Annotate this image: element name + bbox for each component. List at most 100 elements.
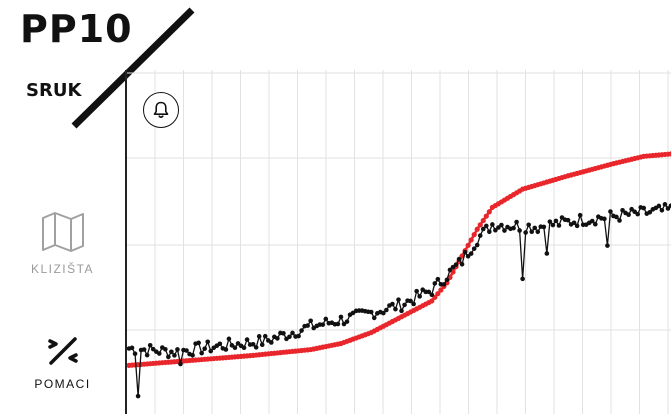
cumulative-point — [429, 298, 435, 304]
measurement-point — [402, 302, 407, 308]
measurement-point — [408, 298, 413, 304]
measurement-point — [202, 346, 207, 351]
measurement-point — [641, 205, 647, 211]
measurement-point — [275, 336, 280, 341]
measurement-point — [453, 262, 459, 267]
measurement-point — [480, 226, 486, 232]
measurement-point — [190, 352, 195, 358]
measurement-point — [523, 230, 528, 235]
measurement-point — [308, 318, 313, 324]
alerts-button[interactable] — [143, 92, 179, 128]
measurement-point — [435, 276, 441, 282]
measurement-point — [502, 228, 507, 233]
measurement-point — [556, 223, 562, 228]
measurement-point — [626, 212, 631, 217]
measurement-point — [396, 297, 401, 302]
measurement-point — [544, 251, 550, 256]
measurement-point — [493, 227, 498, 233]
measurement-point — [196, 340, 201, 346]
measurement-point — [344, 319, 350, 324]
measurement-point — [474, 242, 480, 248]
site-title: PP10 — [20, 7, 133, 51]
measurement-point — [223, 347, 229, 352]
measurement-point — [287, 334, 292, 340]
cumulative-point — [465, 242, 471, 248]
measurement-point — [565, 217, 571, 223]
measurement-point — [262, 333, 268, 339]
cumulative-point — [438, 287, 444, 293]
measurement-point — [477, 233, 483, 238]
measurement-point — [459, 261, 465, 267]
measurement-point — [553, 218, 559, 224]
measurement-point — [250, 341, 256, 347]
nav-label-klizista: KLIZIŠTA — [30, 262, 95, 276]
measurement-point — [629, 206, 634, 212]
measurement-point — [199, 350, 204, 356]
section-title: SRUK — [26, 80, 82, 101]
measurement-point — [550, 222, 556, 228]
displacement-arrows-icon — [47, 337, 78, 365]
measurement-point — [426, 289, 432, 295]
measurement-point — [659, 207, 665, 213]
measurement-point — [323, 316, 329, 322]
measurement-point — [232, 345, 238, 350]
bell-icon — [153, 101, 169, 118]
measurement-point — [668, 203, 671, 208]
measurement-series — [127, 202, 671, 399]
measurement-point — [432, 281, 438, 286]
cumulative-point — [474, 226, 480, 232]
measurement-point — [547, 219, 553, 224]
cumulative-point — [668, 151, 671, 157]
measurement-point — [471, 246, 477, 251]
nav-item-pomaci[interactable]: POMACI — [0, 333, 125, 391]
measurement-point — [241, 345, 247, 351]
cumulative-point — [468, 237, 474, 243]
cumulative-point — [486, 209, 492, 215]
measurement-point — [135, 393, 141, 399]
measurement-point — [150, 346, 156, 352]
cumulative-point — [435, 291, 441, 297]
measurement-point — [441, 282, 447, 287]
sidebar-separator — [125, 70, 127, 414]
measurement-point — [647, 209, 653, 215]
measurement-point — [384, 307, 389, 313]
measurement-point — [147, 342, 153, 348]
measurement-point — [281, 331, 286, 336]
measurement-point — [605, 243, 610, 248]
measurement-point — [635, 211, 640, 217]
measurement-point — [178, 361, 183, 367]
measurement-point — [620, 207, 625, 213]
measurement-point — [487, 229, 492, 235]
cumulative-point — [477, 222, 483, 228]
measurement-point — [320, 322, 326, 327]
measurement-point — [414, 288, 419, 294]
measurement-point — [529, 229, 535, 235]
measurement-point — [256, 334, 262, 339]
measurement-point — [456, 256, 462, 262]
chart-grid — [127, 70, 671, 414]
measurement-point — [381, 310, 386, 316]
measurement-point — [514, 219, 519, 225]
measurement-point — [132, 351, 138, 357]
measurement-point — [465, 253, 471, 259]
measurement-point — [468, 251, 474, 256]
measurement-point — [129, 345, 135, 351]
measurement-point — [429, 292, 435, 298]
measurement-point — [511, 225, 516, 231]
measurement-point — [253, 345, 259, 350]
measurement-point — [205, 339, 211, 345]
measurement-point — [490, 222, 495, 227]
measurement-point — [656, 203, 662, 209]
measurement-point — [335, 321, 341, 327]
measurement-point — [163, 346, 168, 352]
measurement-point — [208, 348, 214, 354]
measurement-point — [296, 333, 301, 339]
measurement-point — [299, 328, 304, 333]
measurement-point — [368, 309, 374, 315]
measurement-point — [617, 218, 622, 223]
nav-item-klizista[interactable]: KLIZIŠTA — [0, 210, 125, 276]
measurement-point — [144, 352, 150, 358]
measurement-point — [462, 250, 468, 255]
measurement-point — [166, 354, 171, 360]
cumulative-series — [127, 151, 671, 368]
